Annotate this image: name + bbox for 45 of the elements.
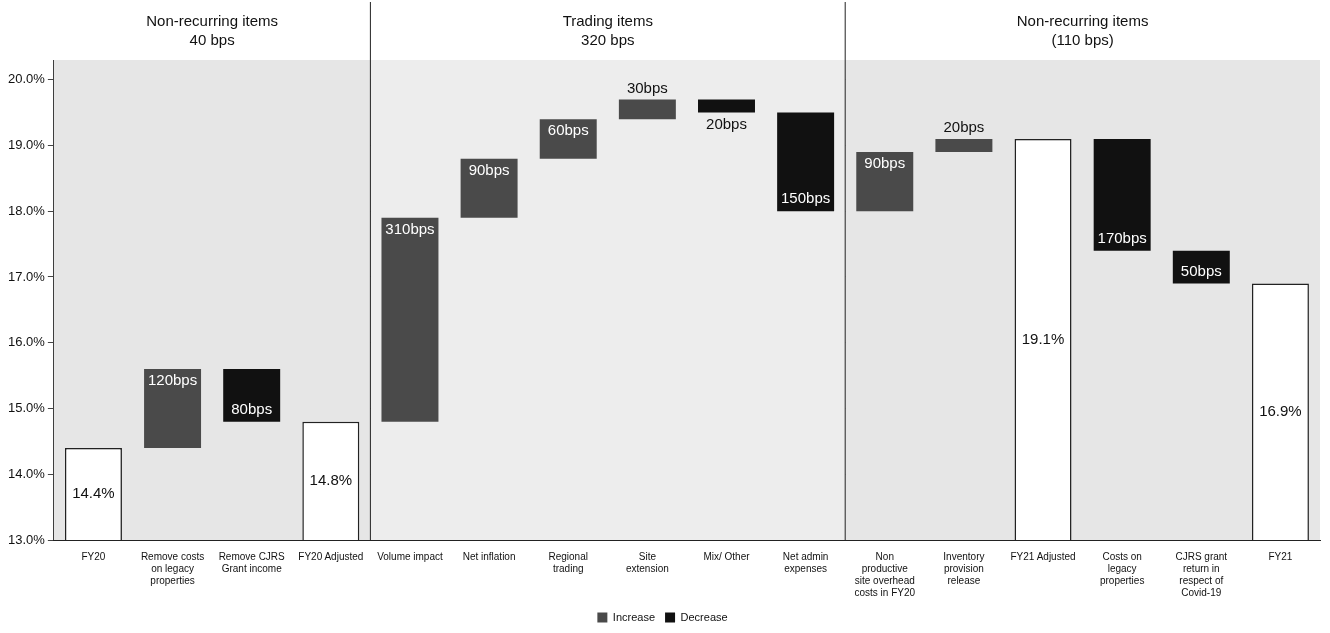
x-tick-label: Remove CJRS Grant income bbox=[218, 550, 286, 574]
data-label: 14.8% bbox=[309, 470, 353, 488]
y-tick-label: 20.0% bbox=[7, 71, 46, 87]
annotation: 20bps bbox=[706, 114, 747, 132]
annotation: 310bps bbox=[385, 219, 435, 237]
annotation: 60bps bbox=[547, 121, 589, 139]
legend-label: Decrease bbox=[680, 610, 728, 623]
x-tick-label: Net inflation bbox=[462, 550, 516, 562]
data-label: 19.1% bbox=[1021, 329, 1065, 347]
y-tick-label: 18.0% bbox=[7, 202, 46, 218]
x-tick-label: Volume impact bbox=[377, 550, 443, 562]
y-tick-label: 16.0% bbox=[7, 334, 46, 350]
annotation: 30bps bbox=[626, 78, 668, 96]
x-tick-label: CJRS grant return in respect of Covid-19 bbox=[1175, 550, 1228, 598]
annotation: 170bps bbox=[1097, 228, 1147, 246]
annotation: 90bps bbox=[864, 154, 906, 172]
x-tick-label: Net admin expenses bbox=[782, 550, 829, 574]
x-tick-label: FY20 bbox=[81, 550, 106, 562]
x-tick-label: Inventory provision release bbox=[943, 550, 985, 586]
band-label: Non-recurring items (110 bps) bbox=[1016, 11, 1149, 48]
x-tick-label: Costs on legacy properties bbox=[1099, 550, 1145, 586]
x-tick-label: Site extension bbox=[625, 550, 669, 574]
y-tick-label: 17.0% bbox=[7, 268, 46, 284]
annotation: 20bps bbox=[943, 118, 985, 136]
x-tick-label: Mix/ Other bbox=[703, 550, 751, 562]
x-tick-label: Non productive site overhead costs in FY20 bbox=[854, 550, 916, 598]
x-tick-label: Remove costs on legacy properties bbox=[140, 550, 205, 586]
annotation: 80bps bbox=[231, 399, 273, 417]
annotation: 150bps bbox=[781, 189, 831, 207]
y-tick-label: 14.0% bbox=[7, 465, 46, 481]
band-label: Trading items 320 bps bbox=[562, 11, 653, 48]
data-label: 14.4% bbox=[72, 484, 115, 502]
legend-label: Increase bbox=[612, 610, 656, 623]
x-tick-label: FY20 Adjusted bbox=[298, 550, 364, 562]
annotation: 90bps bbox=[468, 160, 510, 178]
annotation: 50bps bbox=[1180, 261, 1222, 279]
band-label: Non-recurring items 40 bps bbox=[146, 11, 278, 48]
data-label: 16.9% bbox=[1259, 401, 1302, 419]
annotation: 120bps bbox=[147, 371, 198, 389]
x-tick-label: FY21 Adjusted bbox=[1010, 550, 1076, 562]
y-tick-label: 15.0% bbox=[7, 400, 46, 416]
x-tick-label: Regional trading bbox=[548, 550, 588, 574]
x-tick-label: FY21 bbox=[1268, 550, 1293, 562]
y-tick-label: 19.0% bbox=[7, 137, 46, 153]
y-tick-label: 13.0% bbox=[7, 531, 46, 547]
